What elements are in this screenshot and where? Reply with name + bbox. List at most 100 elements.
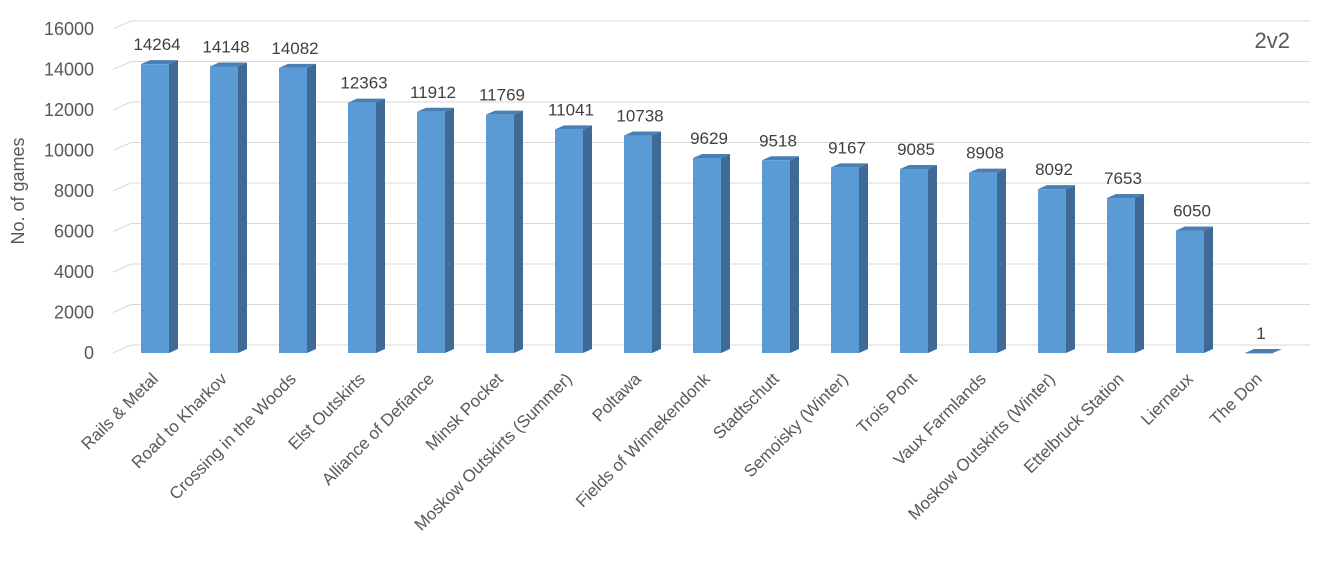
bar-front <box>555 129 583 353</box>
bar <box>762 156 799 353</box>
data-label: 14264 <box>133 35 180 54</box>
bar-front <box>693 158 721 353</box>
bar-top <box>555 125 592 130</box>
data-label: 11041 <box>548 100 594 119</box>
bar <box>969 168 1006 353</box>
x-category-label: Stadtschutt <box>709 369 783 443</box>
bar-side <box>445 107 454 353</box>
bar-front <box>1107 198 1135 353</box>
y-tick-label: 8000 <box>54 181 94 201</box>
bar-top <box>1245 348 1282 353</box>
gridline <box>112 101 1310 111</box>
bar-front <box>486 114 514 353</box>
data-labels: 14264 14148 14082 12363 11912 11769 11041 10738… <box>133 35 1265 343</box>
bar-side <box>652 131 661 353</box>
bar <box>210 62 247 354</box>
y-tick-label: 14000 <box>44 60 94 80</box>
bar-top <box>969 168 1006 173</box>
bar-top <box>279 63 316 68</box>
bar-front <box>1176 230 1204 353</box>
bar-top <box>624 131 661 136</box>
data-label: 1 <box>1256 324 1265 343</box>
x-category-label: The Don <box>1206 369 1266 429</box>
y-tick-label: 6000 <box>54 222 94 242</box>
y-tick-label: 10000 <box>44 141 94 161</box>
bar-side <box>169 60 178 354</box>
x-category-label: Poltawa <box>589 369 646 426</box>
bar-front <box>210 66 238 354</box>
bar-top <box>417 107 454 112</box>
bar-front <box>141 64 169 354</box>
data-label: 14148 <box>202 38 249 57</box>
x-category-label: Lierneux <box>1137 369 1197 429</box>
bar-front <box>900 169 928 353</box>
bar <box>1038 185 1075 353</box>
bar-side <box>1066 185 1075 353</box>
bar-top <box>831 163 868 168</box>
bar <box>1107 194 1144 353</box>
data-label: 7653 <box>1104 169 1142 188</box>
bar-top <box>348 98 385 103</box>
gridlines <box>112 20 1310 354</box>
bar-side <box>1273 348 1282 353</box>
bar-side <box>1204 226 1213 353</box>
data-label: 8092 <box>1035 160 1073 179</box>
bar-side <box>790 156 799 353</box>
bar-front <box>831 167 859 353</box>
bar <box>693 154 730 353</box>
x-category-label: Trois Pont <box>853 369 921 437</box>
bar-front <box>348 102 376 353</box>
bar <box>348 98 385 353</box>
y-axis-ticks: 0 2000 4000 6000 8000 10000 12000 14000 16000 <box>44 19 94 363</box>
x-category-label: Crossing in the Woods <box>166 369 300 503</box>
bar-front <box>762 160 790 353</box>
y-tick-label: 4000 <box>54 262 94 282</box>
data-label: 9167 <box>828 138 866 157</box>
data-label: 11912 <box>410 83 456 102</box>
y-tick-label: 12000 <box>44 100 94 120</box>
bar-top <box>693 154 730 159</box>
gridline <box>112 61 1310 70</box>
bar-top <box>210 62 247 67</box>
data-label: 9518 <box>759 131 797 150</box>
bar <box>555 125 592 354</box>
bar-top <box>1176 226 1213 231</box>
bar-top <box>762 156 799 161</box>
y-tick-label: 2000 <box>54 303 94 323</box>
bar-front <box>969 172 997 353</box>
bar-side <box>859 163 868 353</box>
data-label: 9629 <box>690 129 728 148</box>
bar-side <box>307 63 316 353</box>
bar <box>279 63 316 353</box>
bar <box>417 107 454 353</box>
bar-front <box>624 135 652 353</box>
bar-front <box>279 67 307 353</box>
x-category-label: Fields of Winnekendonk <box>572 369 714 511</box>
bar-side <box>997 168 1006 353</box>
data-label: 14082 <box>271 39 318 58</box>
bar-side <box>1135 194 1144 353</box>
chart-title: 2v2 <box>1255 28 1290 53</box>
gridline <box>112 20 1310 30</box>
data-label: 10738 <box>616 107 663 126</box>
bar <box>141 60 178 354</box>
bars <box>141 60 1282 354</box>
bar-top <box>1107 194 1144 199</box>
bar <box>1245 348 1282 354</box>
bar-side <box>238 62 247 354</box>
bar-top <box>1038 185 1075 190</box>
y-axis-title: No. of games <box>8 137 28 244</box>
bar <box>1176 226 1213 353</box>
bar-top <box>486 110 523 115</box>
bar-front <box>417 111 445 353</box>
bar-front <box>1038 189 1066 353</box>
y-tick-label: 16000 <box>44 19 94 39</box>
gridline <box>112 142 1310 151</box>
bar-side <box>514 110 523 353</box>
bar-front <box>1245 352 1273 354</box>
bar <box>624 131 661 353</box>
bar-side <box>928 165 937 353</box>
